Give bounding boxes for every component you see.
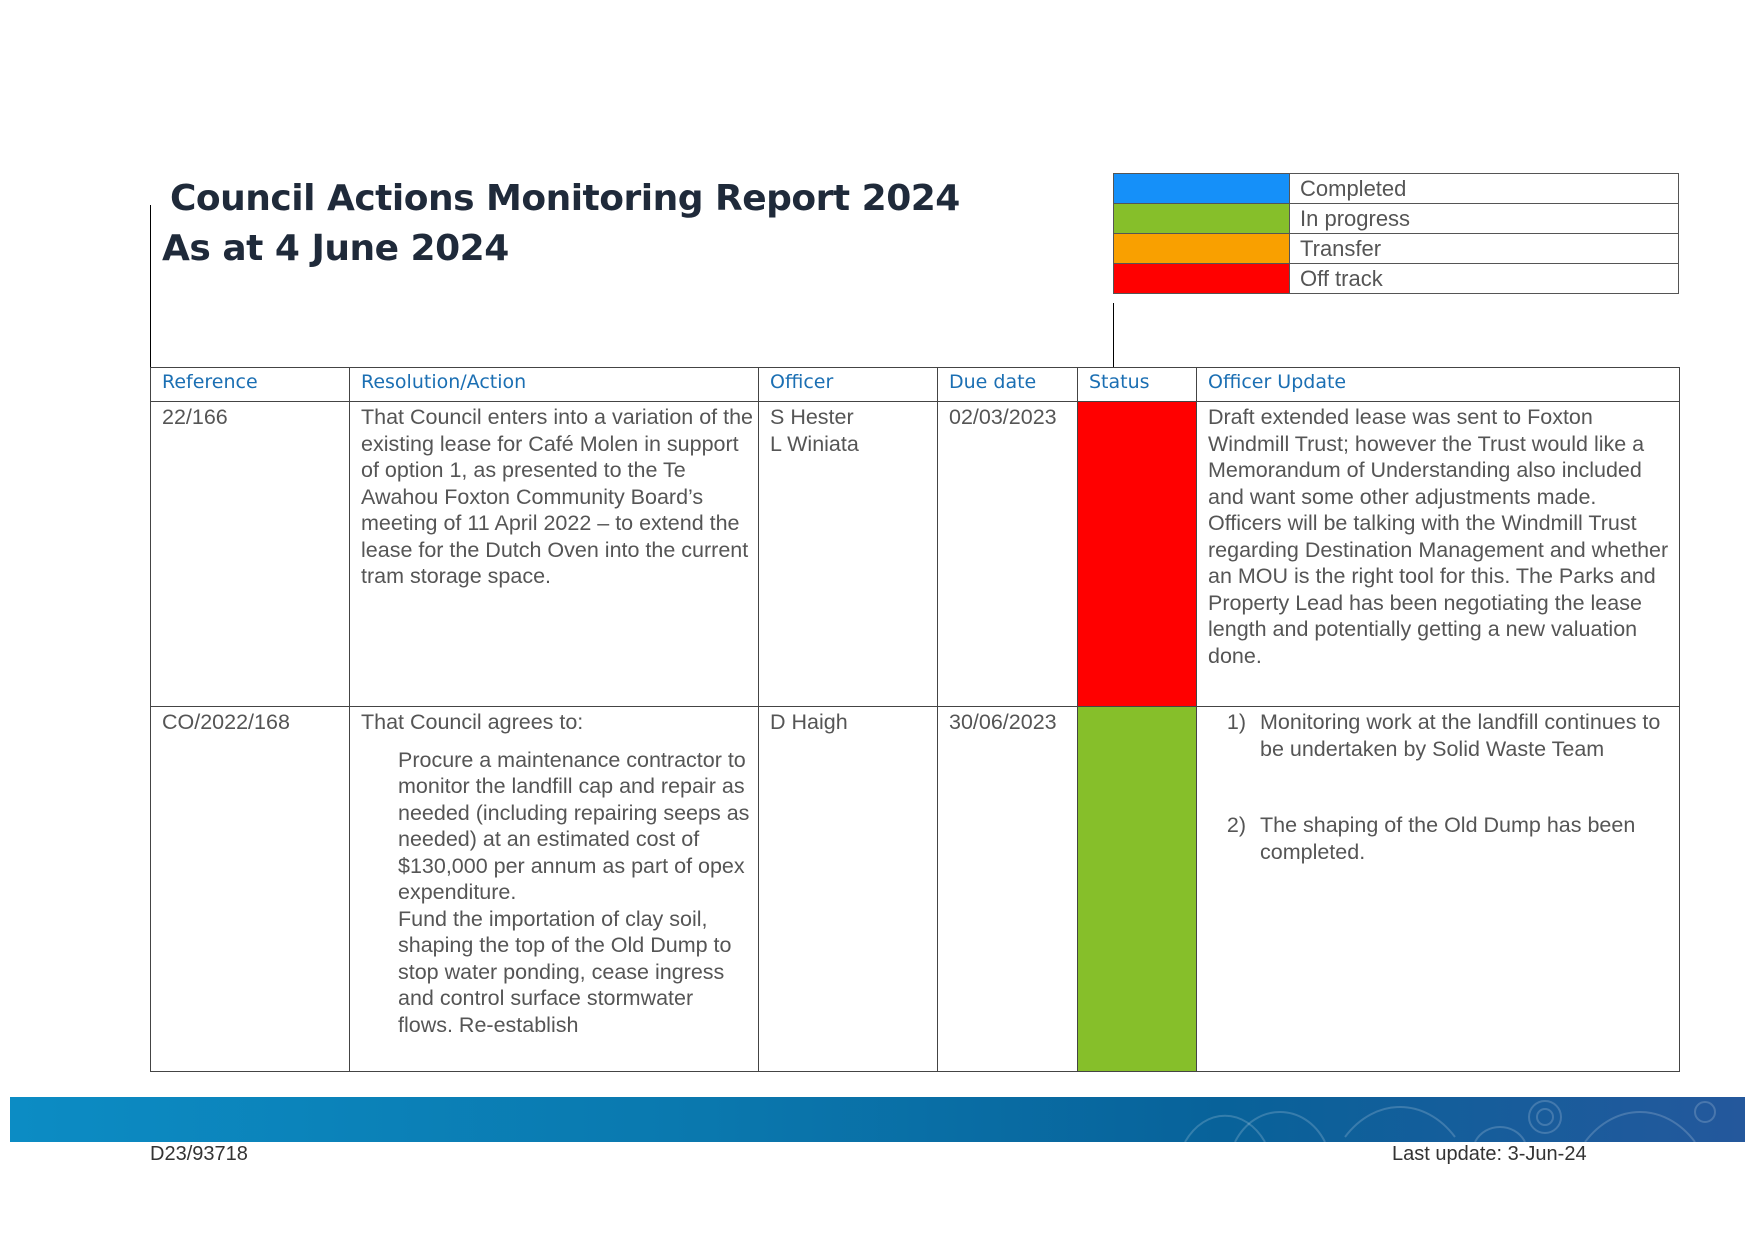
legend-swatch-transfer (1113, 233, 1290, 264)
cell-reference: CO/2022/168 (150, 706, 350, 1072)
legend-label-completed: Completed (1289, 173, 1679, 204)
cell-due-date: 02/03/2023 (937, 401, 1078, 707)
cell-resolution: That Council agrees to: Procure a mainte… (349, 706, 759, 1072)
bullet-marker-icon (361, 747, 398, 906)
report-title: Council Actions Monitoring Report 2024 (170, 178, 960, 219)
header-officer: Officer (758, 367, 938, 402)
resolution-intro: That Council agrees to: (361, 710, 584, 734)
update-item: 1) Monitoring work at the landfill conti… (1208, 709, 1675, 762)
resolution-bullet: Procure a maintenance contractor to moni… (361, 747, 754, 906)
legend-label-transfer: Transfer (1289, 233, 1679, 264)
legend-row-completed: Completed (1113, 173, 1679, 204)
header-officer-update: Officer Update (1196, 367, 1680, 402)
header-due-date: Due date (937, 367, 1078, 402)
update-item-text: The shaping of the Old Dump has been com… (1260, 813, 1636, 864)
document-reference: D23/93718 (150, 1143, 248, 1165)
bullet-text: Fund the importation of clay soil, shapi… (398, 906, 732, 1037)
status-legend: Completed In progress Transfer Off track (1113, 173, 1679, 294)
update-item-number: 2) (1226, 813, 1246, 837)
report-date: As at 4 June 2024 (162, 228, 509, 269)
update-item-text: Monitoring work at the landfill continue… (1260, 710, 1661, 761)
update-item-number: 1) (1226, 710, 1246, 734)
resolution-bullet: Fund the importation of clay soil, shapi… (361, 906, 754, 1039)
table-row: 22/166 That Council enters into a variat… (150, 401, 1680, 707)
officer-name: D Haigh (770, 710, 848, 734)
header-reference: Reference (150, 367, 350, 402)
legend-row-in-progress: In progress (1113, 203, 1679, 234)
update-item: 2) The shaping of the Old Dump has been … (1208, 812, 1675, 865)
footer-banner (10, 1097, 1745, 1142)
header-status: Status (1077, 367, 1197, 402)
officer-name: L Winiata (770, 431, 859, 456)
footer-pattern-icon (1184, 1100, 1716, 1142)
title-divider-left (150, 205, 151, 367)
legend-label-off-track: Off track (1289, 263, 1679, 294)
officer-name: S Hester (770, 405, 854, 429)
legend-swatch-off-track (1113, 263, 1290, 294)
cell-resolution: That Council enters into a variation of … (349, 401, 759, 707)
legend-row-off-track: Off track (1113, 263, 1679, 294)
cell-status-in-progress (1077, 706, 1197, 1072)
table-row: CO/2022/168 That Council agrees to: Proc… (150, 706, 1680, 1072)
legend-row-transfer: Transfer (1113, 233, 1679, 264)
cell-officer-update: Draft extended lease was sent to Foxton … (1196, 401, 1680, 707)
cell-due-date: 30/06/2023 (937, 706, 1078, 1072)
header-resolution: Resolution/Action (349, 367, 759, 402)
cell-officer: D Haigh (758, 706, 938, 1072)
actions-table: Reference Resolution/Action Officer Due … (150, 367, 1680, 1072)
cell-status-off-track (1077, 401, 1197, 707)
legend-swatch-completed (1113, 173, 1290, 204)
legend-label-in-progress: In progress (1289, 203, 1679, 234)
bullet-marker-icon (361, 906, 398, 1039)
last-update: Last update: 3-Jun-24 (1392, 1143, 1587, 1165)
cell-reference: 22/166 (150, 401, 350, 707)
cell-officer-update: 1) Monitoring work at the landfill conti… (1196, 706, 1680, 1072)
cell-officer: S Hester L Winiata (758, 401, 938, 707)
legend-divider (1113, 303, 1114, 367)
legend-swatch-in-progress (1113, 203, 1290, 234)
bullet-text: Procure a maintenance contractor to moni… (398, 747, 750, 905)
table-header-row: Reference Resolution/Action Officer Due … (150, 367, 1680, 402)
